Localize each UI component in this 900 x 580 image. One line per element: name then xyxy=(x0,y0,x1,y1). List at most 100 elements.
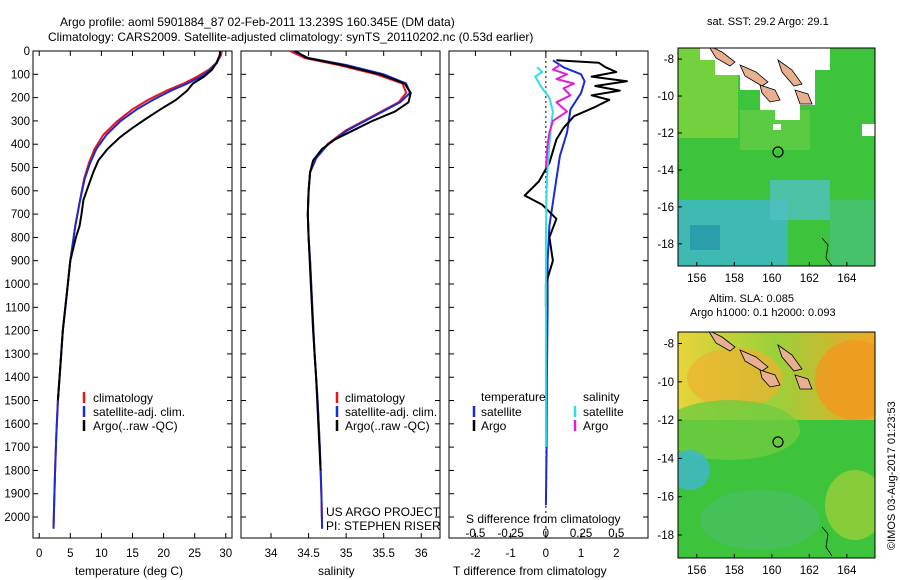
y-tick-label: -12 xyxy=(657,415,674,427)
y-tick-label: 900 xyxy=(11,256,30,268)
y-tick-label: -12 xyxy=(657,128,674,140)
sla-field-teal-patch xyxy=(700,490,820,550)
x-tick-label: 0 xyxy=(543,548,549,560)
series-line xyxy=(544,64,575,168)
figure-title-line2: Climatology: CARS2009. Satellite-adjuste… xyxy=(48,30,533,44)
y-tick-label: -10 xyxy=(657,91,674,103)
y-tick-label: 1700 xyxy=(4,442,30,454)
sst-map-frame xyxy=(677,47,876,267)
sla-island xyxy=(708,332,736,352)
series-line xyxy=(52,50,222,529)
x-tick-label: 35.5 xyxy=(372,548,394,560)
y-tick-label: 2000 xyxy=(4,512,30,524)
x-tick-label: 164 xyxy=(837,273,857,285)
y-tick-label: 1100 xyxy=(5,302,30,314)
x-tick-label: 162 xyxy=(800,273,819,285)
y-tick-label: 1800 xyxy=(4,465,30,477)
sst-island xyxy=(739,64,769,87)
salinity-legend: climatology satellite-adj. clim. Argo(..… xyxy=(335,391,437,433)
project-pi: PI: STEPHEN RISER xyxy=(326,519,441,533)
sst-map xyxy=(678,48,875,266)
x-tick-label: 36 xyxy=(415,548,428,560)
legend-label-satellite: satellite-adj. clim. xyxy=(345,405,437,419)
x-tick-label: 158 xyxy=(725,273,744,285)
legend-label-temp-argo: Argo xyxy=(481,419,507,433)
x-tick-label: 156 xyxy=(687,273,706,285)
sla-island xyxy=(759,369,781,388)
legend-label-argo: Argo(..raw -QC) xyxy=(345,419,430,433)
x-tick-label: 0 xyxy=(36,548,42,560)
y-tick-label: 100 xyxy=(11,69,30,81)
legend-label-climatology: climatology xyxy=(93,391,153,405)
x-tick-label: 162 xyxy=(800,565,819,577)
x-tick-label: 2 xyxy=(613,548,619,560)
salinity-series xyxy=(289,50,412,529)
sst-nodata-cell xyxy=(773,124,781,130)
x-tick-label: 34 xyxy=(265,548,278,560)
sst-island xyxy=(759,84,781,103)
sst-island xyxy=(709,48,736,67)
difference-xlabel: T difference from climatology xyxy=(453,564,607,578)
y-tick-label: 0 xyxy=(24,46,30,58)
top-tick-label: -0.5 xyxy=(466,528,486,540)
y-tick-label: 1500 xyxy=(4,396,30,408)
x-tick-label: 158 xyxy=(725,565,744,577)
difference-series xyxy=(523,59,628,506)
sla-map-axis: 156 158 160 162 164 -8 -10 -12 -14 -16 -18 xyxy=(657,338,857,577)
y-tick-label: 1000 xyxy=(4,279,30,291)
sst-map-title: sat. SST: 29.2 Argo: 29.1 xyxy=(707,16,829,28)
difference-plot-frame xyxy=(448,50,649,539)
sst-map-axis: 156 158 160 162 164 -8 -10 -12 -14 -16 -18 xyxy=(657,54,857,285)
sla-map xyxy=(678,332,875,558)
sla-field-green-light xyxy=(678,400,800,460)
x-tick-label: 1 xyxy=(578,548,584,560)
top-tick-label: 0 xyxy=(543,528,549,540)
legend-label-temp-satellite: satellite xyxy=(481,405,522,419)
x-tick-label: 10 xyxy=(95,548,108,560)
y-tick-label: 200 xyxy=(11,93,30,105)
legend-title-temperature: temperature xyxy=(481,390,546,404)
y-tick-label: 1900 xyxy=(4,489,30,501)
x-tick-label: 160 xyxy=(762,565,781,577)
sla-map-title-line2: Argo h1000: 0.1 h2000: 0.093 xyxy=(690,307,836,319)
sst-coast xyxy=(821,237,833,266)
y-tick-label: -18 xyxy=(657,239,674,251)
x-tick-label: 164 xyxy=(837,565,857,577)
x-tick-label: 20 xyxy=(157,548,170,560)
y-tick-label: -10 xyxy=(657,377,674,389)
legend-label-satellite: satellite-adj. clim. xyxy=(93,405,185,419)
y-tick-label: -14 xyxy=(657,165,674,177)
x-tick-label: -2 xyxy=(470,548,480,560)
argo-location-marker xyxy=(772,146,784,158)
y-tick-label: 1200 xyxy=(4,326,30,338)
sla-island xyxy=(777,343,803,372)
y-tick-label: -16 xyxy=(657,202,674,214)
sla-map-frame xyxy=(677,331,876,559)
y-tick-label: 400 xyxy=(11,139,30,151)
series-line xyxy=(294,50,412,471)
y-tick-label: 600 xyxy=(11,186,30,198)
series-line xyxy=(56,50,222,401)
legend-label-argo: Argo(..raw -QC) xyxy=(93,419,178,433)
x-tick-label: 30 xyxy=(219,548,232,560)
top-tick-label: 0.25 xyxy=(570,528,592,540)
series-line xyxy=(523,59,628,308)
sst-nodata-cell xyxy=(862,124,875,136)
sst-field-cyan-patch2 xyxy=(770,180,830,220)
sla-coast xyxy=(821,526,833,557)
temperature-series xyxy=(52,50,223,529)
x-tick-label: 35 xyxy=(340,548,353,560)
y-tick-label: 800 xyxy=(11,232,30,244)
legend-label-sal-satellite: satellite xyxy=(583,405,624,419)
y-tick-label: 1300 xyxy=(4,349,30,361)
sla-map-title-line1: Altim. SLA: 0.085 xyxy=(709,293,794,305)
difference-legend: temperature salinity satellite Argo sate… xyxy=(472,390,624,433)
y-tick-label: -16 xyxy=(657,492,674,504)
y-tick-label: -8 xyxy=(664,338,674,350)
salinity-xlabel: salinity xyxy=(318,564,355,578)
temperature-legend: climatology satellite-adj. clim. Argo(..… xyxy=(82,391,185,433)
figure-title-line1: Argo profile: aoml 5901884_87 02-Feb-201… xyxy=(60,15,455,29)
sla-field-cyan-patch xyxy=(678,450,710,490)
series-line xyxy=(544,59,586,506)
salinity-axis: 34 34.5 35 35.5 36 xyxy=(241,50,440,560)
